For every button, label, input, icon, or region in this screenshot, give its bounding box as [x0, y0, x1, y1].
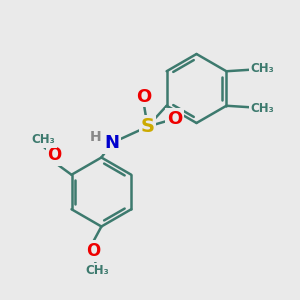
Text: O: O [167, 110, 182, 128]
Text: S: S [141, 117, 154, 136]
Text: CH₃: CH₃ [250, 102, 274, 115]
Text: CH₃: CH₃ [31, 133, 55, 146]
Text: O: O [48, 146, 62, 164]
Text: O: O [86, 242, 100, 260]
Text: H: H [90, 130, 102, 144]
Text: N: N [104, 134, 119, 152]
Text: CH₃: CH₃ [85, 264, 109, 278]
Text: O: O [136, 88, 152, 106]
Text: CH₃: CH₃ [250, 62, 274, 75]
